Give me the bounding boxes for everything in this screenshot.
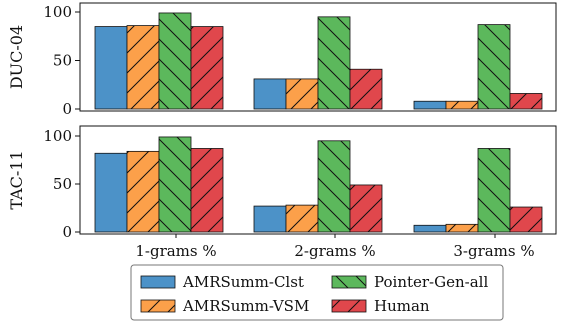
bar-hatch-amrsumm-vsm-3-grams xyxy=(446,101,478,109)
legend-item-amrsumm-clst: AMRSumm-Clst xyxy=(140,273,304,291)
bar-hatch-pointer-gen-all-3-grams xyxy=(478,148,510,232)
y-tick-label-0: 0 xyxy=(62,100,72,118)
x-tick-label-1grams: 1-grams % xyxy=(135,242,216,260)
bars-duc04 xyxy=(94,12,543,110)
bars-tac11 xyxy=(94,136,543,233)
y-ticks-tac11: 0 50 100 xyxy=(43,127,496,241)
legend-label-human: Human xyxy=(374,297,430,315)
panel-tac11: 0 50 100 TAC-11 1-grams % 2-grams % 3-gram… xyxy=(7,125,557,260)
x-tick-label-3grams: 3-grams % xyxy=(453,242,534,260)
bar-hatch-pointer-gen-all-3-grams xyxy=(478,24,510,109)
bar-hatch-amrsumm-vsm-1-grams xyxy=(127,151,159,232)
bar-amrsumm-clst-1-grams xyxy=(94,152,128,233)
legend-label-amrsumm-clst: AMRSumm-Clst xyxy=(182,273,304,291)
y-tick-label-50: 50 xyxy=(53,52,72,70)
bar-hatch-human-3-grams xyxy=(510,207,542,232)
legend-item-pointer-gen-all: Pointer-Gen-all xyxy=(331,273,488,291)
bar-hatch-pointer-gen-all-1-grams xyxy=(159,12,191,109)
bar-hatch-pointer-gen-all-2-grams xyxy=(318,16,350,110)
legend-label-amrsumm-vsm: AMRSumm-VSM xyxy=(182,297,309,315)
y-axis-label-duc04: DUC-04 xyxy=(7,25,26,89)
legend-item-human: Human xyxy=(331,297,430,315)
bar-hatch-human-1-grams xyxy=(191,26,223,109)
panel-duc04: 0 50 100 DUC-04 xyxy=(7,2,557,118)
bar-hatch-amrsumm-vsm-2-grams xyxy=(286,78,318,109)
y-tick-label-100: 100 xyxy=(43,3,72,21)
bar-amrsumm-clst-2-grams xyxy=(253,205,287,233)
y-ticks-duc04: 0 50 100 xyxy=(43,3,80,118)
plot-area-duc04 xyxy=(79,2,557,112)
y-tick-label-50: 50 xyxy=(53,175,72,193)
x-tick-label-2grams: 2-grams % xyxy=(294,242,375,260)
legend-item-amrsumm-vsm: AMRSumm-VSM xyxy=(140,297,309,315)
bar-hatch-pointer-gen-all-1-grams xyxy=(159,136,191,232)
bar-hatch-human-1-grams xyxy=(191,148,223,232)
bar-amrsumm-clst-3-grams xyxy=(413,224,447,233)
bar-hatch-pointer-gen-all-2-grams xyxy=(318,140,350,232)
legend: AMRSumm-Clst AMRSumm-VSM Pointer-Gen-all… xyxy=(130,264,504,321)
plot-area-tac11 xyxy=(79,125,557,235)
legend-swatch-hatch-pointer-gen-all xyxy=(332,276,366,288)
legend-label-pointer-gen-all: Pointer-Gen-all xyxy=(374,273,488,291)
bar-hatch-human-2-grams xyxy=(350,184,382,232)
bar-hatch-amrsumm-vsm-1-grams xyxy=(127,25,159,109)
legend-swatch-hatch-amrsumm-vsm xyxy=(141,300,175,312)
bar-hatch-human-2-grams xyxy=(350,69,382,109)
bar-hatch-amrsumm-vsm-3-grams xyxy=(446,224,478,232)
legend-swatch-amrsumm-clst xyxy=(140,275,176,289)
y-tick-label-100: 100 xyxy=(43,127,72,145)
x-ticks-tac11: 1-grams % 2-grams % 3-grams % xyxy=(135,242,534,260)
y-axis-label-tac11: TAC-11 xyxy=(7,150,26,209)
legend-swatch-hatch-human xyxy=(332,300,366,312)
bar-hatch-human-3-grams xyxy=(510,93,542,109)
bar-amrsumm-clst-3-grams xyxy=(413,100,447,110)
bar-amrsumm-clst-1-grams xyxy=(94,26,128,110)
bar-amrsumm-clst-2-grams xyxy=(253,78,287,110)
bar-hatch-amrsumm-vsm-2-grams xyxy=(286,205,318,232)
legend-frame xyxy=(130,264,504,321)
y-tick-label-0: 0 xyxy=(62,223,72,241)
